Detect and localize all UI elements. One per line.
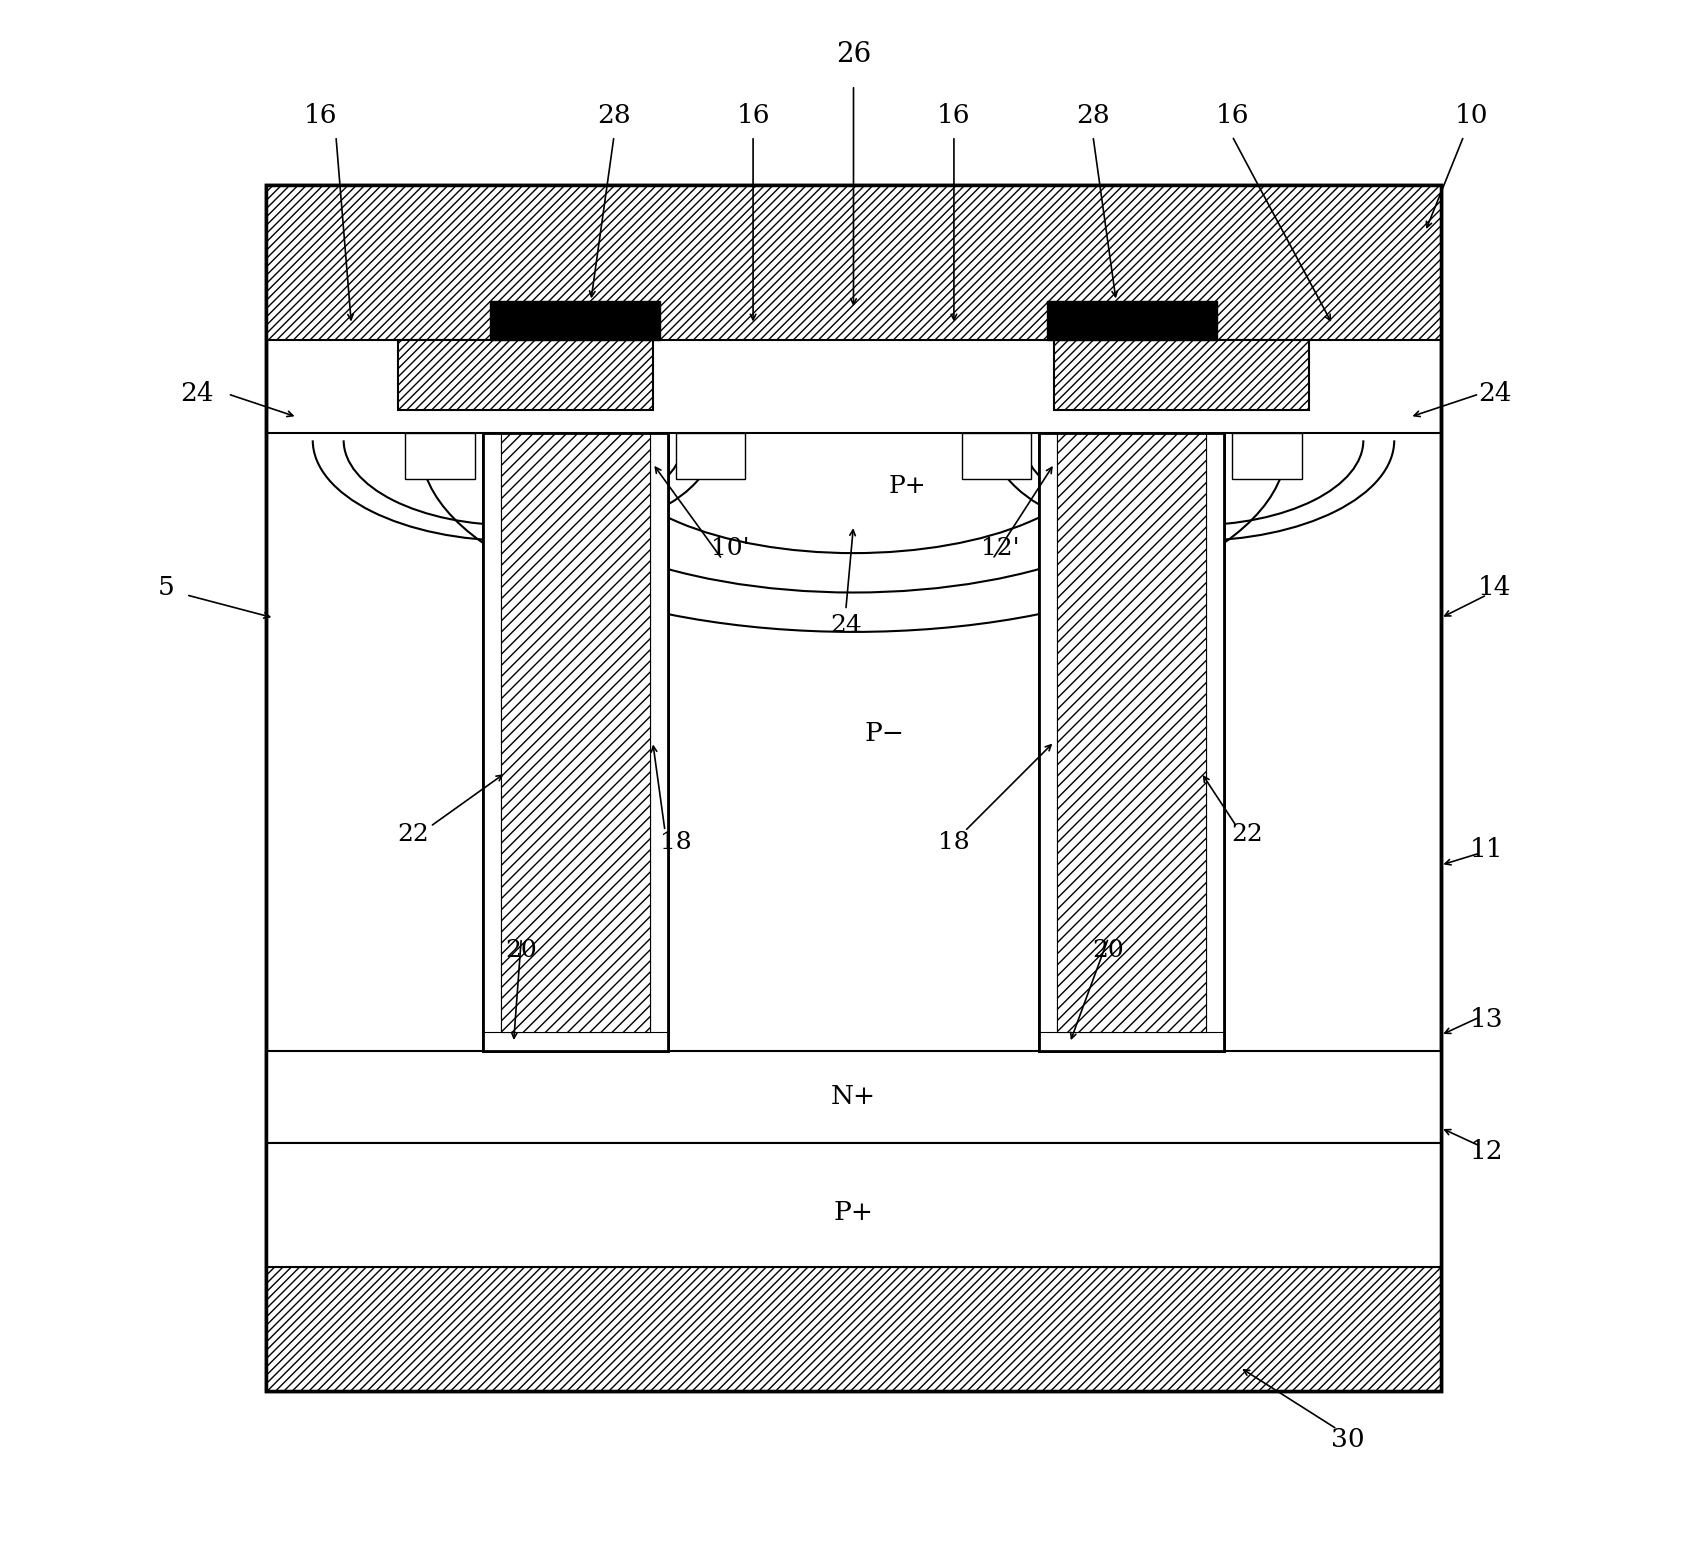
Text: 28: 28 bbox=[1075, 104, 1110, 128]
Bar bbox=[1040, 1032, 1224, 1051]
Text: 10': 10' bbox=[710, 538, 749, 559]
Bar bbox=[1040, 433, 1224, 1051]
Text: 18: 18 bbox=[661, 831, 691, 853]
Bar bbox=[502, 433, 650, 1032]
Bar bbox=[406, 433, 475, 479]
Text: 12: 12 bbox=[1470, 1139, 1504, 1163]
Text: 22: 22 bbox=[1231, 823, 1263, 845]
Text: N+: N+ bbox=[831, 1085, 876, 1109]
Bar bbox=[1040, 433, 1057, 1051]
Text: 11: 11 bbox=[1470, 837, 1504, 862]
Bar bbox=[1046, 301, 1217, 340]
Bar bbox=[1055, 340, 1309, 409]
Text: 30: 30 bbox=[1331, 1428, 1364, 1452]
Bar bbox=[490, 301, 661, 340]
Text: 12': 12' bbox=[982, 538, 1019, 559]
Text: 28: 28 bbox=[597, 104, 632, 128]
Text: P−: P− bbox=[864, 722, 905, 746]
Bar bbox=[398, 340, 652, 409]
Text: 14: 14 bbox=[1478, 575, 1511, 599]
Bar bbox=[483, 1032, 667, 1051]
Text: 26: 26 bbox=[836, 40, 871, 68]
Bar bbox=[266, 185, 1441, 340]
Bar bbox=[961, 433, 1031, 479]
Bar bbox=[1057, 433, 1205, 1032]
Text: 20: 20 bbox=[1092, 939, 1125, 961]
Text: 16: 16 bbox=[1215, 104, 1250, 128]
Text: 22: 22 bbox=[398, 823, 428, 845]
Bar bbox=[650, 433, 667, 1051]
Text: 24: 24 bbox=[179, 382, 213, 406]
Bar bbox=[1040, 433, 1224, 1051]
Bar bbox=[266, 1143, 1441, 1267]
Bar bbox=[266, 185, 1441, 1391]
Text: 16: 16 bbox=[304, 104, 338, 128]
Bar bbox=[483, 433, 667, 1051]
Text: P+: P+ bbox=[889, 476, 927, 497]
Text: 10: 10 bbox=[1454, 104, 1489, 128]
Text: 5: 5 bbox=[157, 575, 174, 599]
Text: 16: 16 bbox=[937, 104, 971, 128]
Bar bbox=[266, 185, 1441, 1391]
Text: 24: 24 bbox=[1478, 382, 1511, 406]
Text: P+: P+ bbox=[833, 1200, 874, 1225]
Text: 18: 18 bbox=[939, 831, 970, 853]
Bar bbox=[1205, 433, 1224, 1051]
Bar bbox=[483, 433, 667, 1051]
Bar bbox=[1232, 433, 1301, 479]
Bar bbox=[266, 1051, 1441, 1143]
Bar bbox=[676, 433, 746, 479]
Bar bbox=[266, 1267, 1441, 1390]
Text: 20: 20 bbox=[505, 939, 538, 961]
Bar bbox=[483, 433, 502, 1051]
Text: 16: 16 bbox=[736, 104, 770, 128]
Text: 24: 24 bbox=[830, 615, 862, 637]
Text: 13: 13 bbox=[1470, 1007, 1504, 1032]
